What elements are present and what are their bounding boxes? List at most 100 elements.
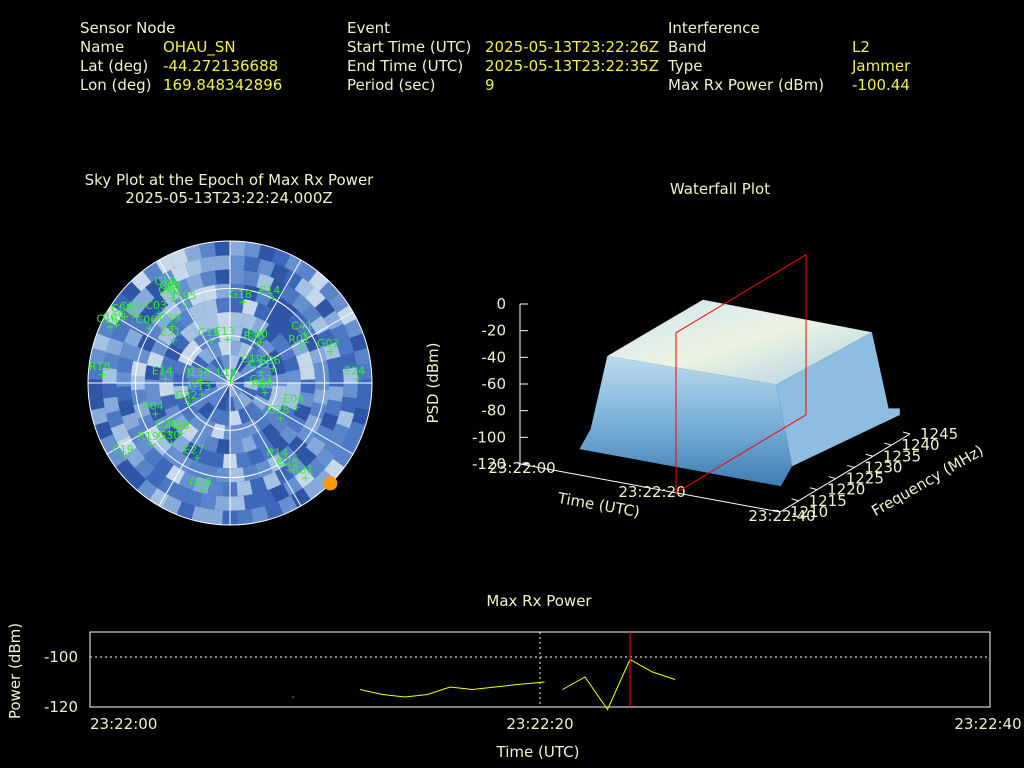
sky-heat-cell [313, 360, 330, 377]
satellite-e04[interactable]: +E04 [283, 393, 304, 414]
max-rx-power-plot: -100 -120 23:22:00 23:22:20 23:22:40 Time (UT… [6, 623, 1022, 761]
satellite-c06[interactable]: +C06 [136, 313, 158, 334]
sky-heat-cell [352, 407, 370, 426]
sky-heat-cell [188, 412, 207, 431]
satellite-g13[interactable]: +G13 [188, 380, 211, 401]
sky-heat-cell [296, 262, 318, 283]
sky-heat-cell [185, 273, 204, 292]
event-end-label: End Time (UTC) [347, 57, 464, 75]
interference-power-value: -100.44 [852, 76, 910, 94]
satellite-e31[interactable]: +E31 [160, 325, 181, 346]
satellite-e14[interactable]: +E14 [152, 364, 173, 385]
sky-heat-cell [171, 332, 190, 352]
sky-heat-cell [159, 369, 175, 383]
satellite-marker: + [165, 426, 174, 439]
sensor-name-value: OHAU_SN [163, 38, 236, 56]
sky-heat-cell [230, 438, 244, 454]
satellite-c10[interactable]: +C10 [154, 275, 176, 296]
satellite-g28[interactable]: +G28 [267, 403, 290, 424]
sky-heat-cell [324, 458, 345, 480]
sensor-node-block: Sensor Node Name OHAU_SN Lat (deg) -44.272… [80, 19, 282, 95]
satellite-r19[interactable]: +R19 [137, 430, 159, 451]
sky-heat-cell [282, 394, 300, 411]
sky-heat-cell [145, 468, 166, 489]
satellite-c19[interactable]: +C19 [112, 443, 134, 464]
sky-heat-cell [324, 399, 342, 417]
satellite-c26[interactable]: +C26 [156, 418, 178, 439]
satellite-j136[interactable]: +J136 [186, 366, 211, 387]
sky-heat-cell [161, 425, 181, 445]
satellite-c19[interactable]: +C19 [241, 353, 263, 374]
sky-heat-cell [243, 270, 260, 288]
frequency-tick-label: 1240 [901, 436, 939, 454]
satellite-c15[interactable]: +C15 [198, 326, 220, 347]
sky-heat-cell [328, 371, 344, 387]
sky-heat-cell [94, 421, 113, 440]
satellite-e13[interactable]: +E13 [214, 325, 235, 346]
satellite-c08[interactable]: +C08 [160, 279, 182, 300]
satellite-g23[interactable]: +G23 [249, 373, 272, 394]
satellite-marker: + [121, 451, 130, 464]
satellite-r01[interactable]: +R01 [288, 333, 310, 354]
satellite-g18[interactable]: +G18 [229, 288, 252, 309]
sky-heat-cell [238, 406, 253, 424]
satellite-marker: + [268, 292, 277, 305]
sky-heat-cell [186, 459, 205, 478]
satellite-e24[interactable]: +E24 [344, 365, 365, 386]
sky-heat-cell [296, 447, 317, 468]
satellite-g06[interactable]: +G06 [189, 476, 212, 497]
satellite-e14[interactable]: +E14 [259, 284, 280, 305]
sky-heat-cell [218, 340, 230, 356]
satellite-marker: + [198, 484, 207, 497]
satellite-r18[interactable]: +R18 [89, 360, 111, 381]
satellite-e06[interactable]: +E06 [260, 354, 281, 375]
satellite-g02[interactable]: +G02 [317, 337, 340, 358]
satellite-j195[interactable]: +J195 [171, 290, 196, 311]
satellite-marker: + [196, 374, 205, 387]
sky-heat-cell [336, 337, 355, 356]
sky-heat-cell [214, 269, 230, 285]
sky-heat-cell [309, 402, 327, 420]
satellite-g25[interactable]: +G25 [276, 455, 299, 476]
time-tick-label: 23:22:00 [488, 459, 555, 477]
sky-heat-cell [207, 406, 222, 424]
satellite-label: C39 [159, 312, 181, 325]
sky-heat-cell [193, 332, 211, 351]
sky-plot-grid [87, 240, 373, 526]
frequency-tick [772, 509, 781, 513]
sky-heat-cell [131, 270, 152, 292]
sky-heat-cell [230, 383, 243, 396]
epoch-marker-plane [675, 253, 807, 494]
satellite-r31[interactable]: +R31 [292, 463, 314, 484]
sky-heat-cell [259, 441, 278, 461]
satellite-r04[interactable]: +R04 [142, 400, 164, 421]
satellite-c41[interactable]: +C41 [291, 320, 313, 341]
satellite-c39[interactable]: +C39 [159, 312, 181, 333]
frequency-tick [828, 476, 836, 480]
psd-axis-label: PSD (dBm) [424, 342, 442, 423]
sky-heat-cell [328, 292, 349, 314]
satellite-r14[interactable]: +R14 [266, 447, 288, 468]
satellite-c25[interactable]: +C25 [248, 358, 270, 379]
satellite-c40[interactable]: +C40 [158, 284, 180, 305]
satellite-l14[interactable]: +L14 [217, 366, 237, 387]
satellite-c16[interactable]: +C16 [96, 312, 118, 333]
satellite-e36[interactable]: +E36 [244, 329, 265, 350]
satellite-marker: + [184, 397, 193, 410]
satellite-g30[interactable]: +G30 [158, 429, 181, 450]
satellite-r28[interactable]: +R28 [168, 419, 190, 440]
satellite-e27[interactable]: +E27 [183, 443, 204, 464]
satellite-r08[interactable]: +R08 [252, 378, 274, 399]
satellite-e30[interactable]: +E30 [247, 328, 268, 349]
satellite-c05[interactable]: +C05 [111, 302, 133, 323]
sky-heat-cell [282, 476, 303, 497]
satellite-c03[interactable]: +C03 [145, 299, 167, 320]
time-tick-label: 23:22:40 [954, 715, 1021, 733]
satellite-g32[interactable]: +G32 [175, 389, 198, 410]
sky-heat-cell [278, 445, 298, 466]
satellite-c05[interactable]: +C05 [103, 310, 125, 331]
satellite-c09[interactable]: +C09 [120, 300, 142, 321]
sky-heat-cell [159, 383, 175, 397]
sky-heat-cell [103, 352, 120, 370]
sky-heat-cell [243, 493, 261, 510]
